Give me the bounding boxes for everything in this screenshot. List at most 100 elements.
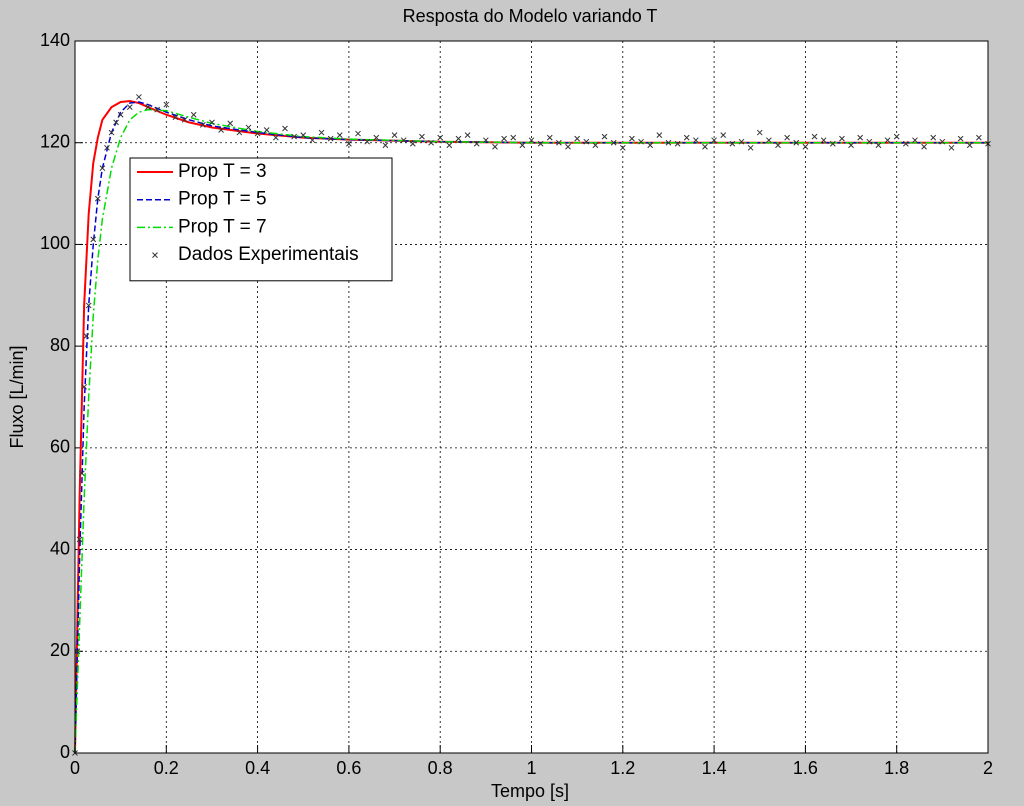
data-point [83, 333, 90, 339]
data-point [227, 120, 234, 127]
data-point [373, 134, 380, 141]
data-point [848, 142, 854, 149]
data-point [181, 116, 188, 123]
x-tick-label: 0.4 [245, 758, 270, 778]
data-point [738, 138, 745, 145]
data-point [629, 135, 635, 142]
data-point [510, 134, 517, 141]
x-tick-label: 1 [526, 758, 536, 778]
axes-box [74, 40, 989, 754]
data-point [948, 144, 955, 151]
x-tick-label: 2 [983, 758, 993, 778]
x-tick-label: 0.6 [336, 758, 361, 778]
y-tick-label: 140 [40, 30, 70, 50]
y-tick-label: 120 [40, 131, 70, 151]
legend-box [129, 157, 393, 282]
legend-label: Prop T = 3 [178, 161, 267, 182]
y-tick-label: 20 [50, 640, 70, 660]
data-point [692, 137, 699, 144]
data-point [282, 125, 288, 132]
data-point [482, 137, 489, 144]
data-point [784, 134, 790, 141]
data-point [190, 111, 197, 118]
data-point [583, 138, 590, 145]
data-point [802, 143, 809, 150]
data-point [756, 129, 763, 136]
x-tick-label: 1.8 [884, 758, 909, 778]
data-point [145, 104, 151, 110]
data-point [154, 106, 161, 113]
data-point [364, 138, 371, 145]
data-point [930, 134, 937, 141]
data-point [236, 129, 243, 136]
data-point [108, 129, 115, 136]
y-tick-label: 80 [50, 335, 70, 355]
data-point [455, 135, 462, 142]
data-point [391, 132, 398, 138]
data-point [94, 195, 101, 202]
data-point [74, 648, 81, 655]
legend-label: Prop T = 7 [178, 216, 267, 237]
data-point [857, 134, 864, 141]
data-point [263, 127, 270, 133]
data-point [437, 134, 444, 141]
legend-swatch [152, 252, 158, 258]
data-point [766, 137, 772, 144]
data-point [409, 140, 416, 147]
data-point [346, 140, 352, 147]
data-point [163, 101, 170, 108]
data-point [126, 104, 133, 110]
data-point [245, 124, 252, 131]
data-point [711, 137, 717, 144]
data-point [921, 143, 927, 150]
data-point [382, 142, 389, 149]
data-point [902, 140, 909, 147]
data-point [674, 140, 681, 147]
data-point [546, 134, 553, 141]
chart-title: Resposta do Modelo variando T [403, 6, 658, 26]
data-point [199, 122, 206, 128]
data-point [811, 133, 818, 140]
data-point [113, 119, 119, 126]
legend: Prop T = 3 Prop T = 5 Prop T = 7 Dados Expe… [129, 157, 393, 282]
data-point [419, 133, 425, 140]
y-axis-label: Fluxo [L/min] [7, 345, 27, 448]
data-point [300, 132, 307, 138]
data-point [574, 135, 581, 142]
data-point [656, 132, 663, 138]
x-tick-label: 1.4 [702, 758, 727, 778]
x-tick-label: 0 [70, 758, 80, 778]
y-tick-label: 0 [60, 742, 70, 762]
data-point [610, 139, 617, 146]
data-point [81, 383, 87, 390]
data-point [912, 137, 918, 144]
data-point [866, 138, 873, 145]
data-point [318, 129, 325, 136]
data-point [528, 137, 535, 144]
legend-label: Dados Experimentais [178, 244, 359, 265]
data-point [976, 134, 982, 141]
data-point [172, 114, 179, 121]
data-point [793, 139, 800, 146]
data-point [209, 119, 215, 126]
data-point [254, 130, 261, 137]
data-point [601, 133, 608, 140]
data-point [729, 140, 736, 147]
data-point [309, 137, 316, 144]
data-point [85, 302, 92, 309]
data-point [446, 142, 453, 149]
legend-label: Prop T = 5 [178, 189, 267, 210]
data-point [104, 144, 110, 151]
data-point [565, 143, 571, 150]
data-point [939, 138, 946, 145]
data-point [775, 142, 781, 149]
data-point [336, 132, 343, 138]
data-point [76, 536, 83, 543]
plot [72, 94, 991, 756]
data-point [473, 140, 480, 147]
data-point [647, 142, 654, 149]
data-point [957, 135, 964, 142]
data-point [702, 143, 708, 150]
data-point [78, 470, 85, 477]
